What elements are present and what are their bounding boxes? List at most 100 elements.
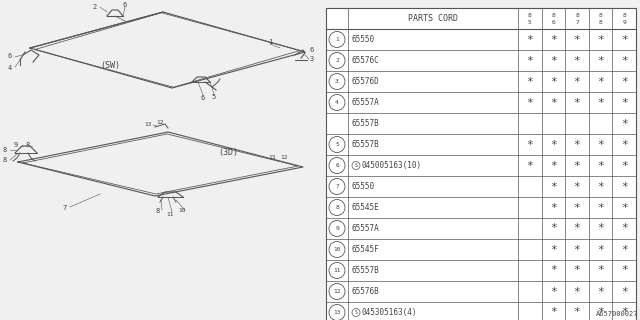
Text: *: * bbox=[573, 203, 580, 212]
Text: 9: 9 bbox=[622, 20, 626, 25]
Text: *: * bbox=[550, 35, 557, 44]
Text: 6: 6 bbox=[123, 2, 127, 8]
Text: *: * bbox=[573, 223, 580, 234]
Text: *: * bbox=[550, 244, 557, 254]
Text: 65557B: 65557B bbox=[352, 119, 380, 128]
Text: *: * bbox=[573, 98, 580, 108]
Text: S: S bbox=[355, 163, 357, 168]
Text: 5: 5 bbox=[212, 94, 216, 100]
Text: 6: 6 bbox=[552, 20, 556, 25]
Text: 65557A: 65557A bbox=[352, 98, 380, 107]
Text: 13: 13 bbox=[144, 122, 152, 126]
Text: 65550: 65550 bbox=[352, 35, 375, 44]
Text: 11: 11 bbox=[333, 268, 340, 273]
Text: *: * bbox=[597, 203, 604, 212]
Text: 2: 2 bbox=[335, 58, 339, 63]
Text: 65557A: 65557A bbox=[352, 224, 380, 233]
Text: *: * bbox=[573, 55, 580, 66]
Text: *: * bbox=[573, 286, 580, 297]
Text: *: * bbox=[621, 223, 628, 234]
Text: 2: 2 bbox=[93, 4, 97, 10]
Text: 3: 3 bbox=[310, 56, 314, 62]
Text: *: * bbox=[550, 223, 557, 234]
Text: *: * bbox=[550, 55, 557, 66]
Text: (SW): (SW) bbox=[100, 60, 120, 69]
Text: 6: 6 bbox=[201, 95, 205, 101]
Text: 1: 1 bbox=[335, 37, 339, 42]
Text: *: * bbox=[621, 286, 628, 297]
Text: *: * bbox=[621, 203, 628, 212]
Text: *: * bbox=[527, 76, 533, 86]
Text: 8: 8 bbox=[528, 13, 532, 18]
Text: 13: 13 bbox=[268, 155, 276, 159]
Text: *: * bbox=[597, 244, 604, 254]
Text: *: * bbox=[527, 35, 533, 44]
Text: *: * bbox=[597, 308, 604, 317]
Text: *: * bbox=[621, 98, 628, 108]
Text: *: * bbox=[573, 181, 580, 191]
Text: *: * bbox=[621, 140, 628, 149]
Text: 65557B: 65557B bbox=[352, 266, 380, 275]
Text: 10: 10 bbox=[179, 209, 186, 213]
Text: 8: 8 bbox=[622, 13, 626, 18]
Text: (3D): (3D) bbox=[218, 148, 238, 156]
Text: 11: 11 bbox=[166, 212, 173, 217]
Text: 8: 8 bbox=[575, 13, 579, 18]
Text: *: * bbox=[550, 286, 557, 297]
Text: 045305163(4): 045305163(4) bbox=[362, 308, 417, 317]
Text: 4: 4 bbox=[8, 65, 12, 71]
Text: *: * bbox=[573, 76, 580, 86]
Text: *: * bbox=[621, 76, 628, 86]
Text: *: * bbox=[573, 35, 580, 44]
Text: *: * bbox=[550, 203, 557, 212]
Text: 12: 12 bbox=[333, 289, 340, 294]
Text: *: * bbox=[621, 35, 628, 44]
Text: *: * bbox=[621, 266, 628, 276]
Text: *: * bbox=[597, 98, 604, 108]
Text: 8: 8 bbox=[599, 20, 602, 25]
Text: *: * bbox=[597, 140, 604, 149]
Text: *: * bbox=[621, 181, 628, 191]
Text: *: * bbox=[527, 55, 533, 66]
Text: *: * bbox=[597, 161, 604, 171]
Text: 6: 6 bbox=[335, 163, 339, 168]
Text: 8: 8 bbox=[599, 13, 602, 18]
Text: *: * bbox=[597, 266, 604, 276]
Text: 5: 5 bbox=[528, 20, 532, 25]
Text: *: * bbox=[597, 76, 604, 86]
Text: *: * bbox=[597, 55, 604, 66]
Text: 12: 12 bbox=[156, 119, 164, 124]
Text: 12: 12 bbox=[280, 155, 288, 159]
Text: 7: 7 bbox=[575, 20, 579, 25]
Text: *: * bbox=[550, 140, 557, 149]
Text: 8: 8 bbox=[26, 142, 30, 148]
Text: 6: 6 bbox=[310, 47, 314, 53]
Text: 4: 4 bbox=[335, 100, 339, 105]
Text: 8: 8 bbox=[552, 13, 556, 18]
Text: *: * bbox=[573, 244, 580, 254]
Text: 1: 1 bbox=[268, 39, 272, 45]
Text: 65576B: 65576B bbox=[352, 287, 380, 296]
Text: *: * bbox=[621, 308, 628, 317]
Text: 65576D: 65576D bbox=[352, 77, 380, 86]
Text: 65550: 65550 bbox=[352, 182, 375, 191]
Text: 5: 5 bbox=[335, 142, 339, 147]
Text: 9: 9 bbox=[335, 226, 339, 231]
Text: 8: 8 bbox=[3, 157, 7, 163]
Text: 8: 8 bbox=[3, 147, 7, 153]
Text: *: * bbox=[527, 161, 533, 171]
Text: *: * bbox=[597, 35, 604, 44]
Text: 65576C: 65576C bbox=[352, 56, 380, 65]
Text: *: * bbox=[597, 181, 604, 191]
Text: *: * bbox=[550, 308, 557, 317]
Text: 6: 6 bbox=[8, 53, 12, 59]
Text: *: * bbox=[621, 55, 628, 66]
Text: *: * bbox=[597, 286, 604, 297]
Text: *: * bbox=[550, 76, 557, 86]
Text: 7: 7 bbox=[335, 184, 339, 189]
Text: PARTS CORD: PARTS CORD bbox=[408, 14, 458, 23]
Text: S: S bbox=[355, 310, 357, 315]
Text: 65545E: 65545E bbox=[352, 203, 380, 212]
Text: *: * bbox=[621, 244, 628, 254]
Text: *: * bbox=[573, 308, 580, 317]
